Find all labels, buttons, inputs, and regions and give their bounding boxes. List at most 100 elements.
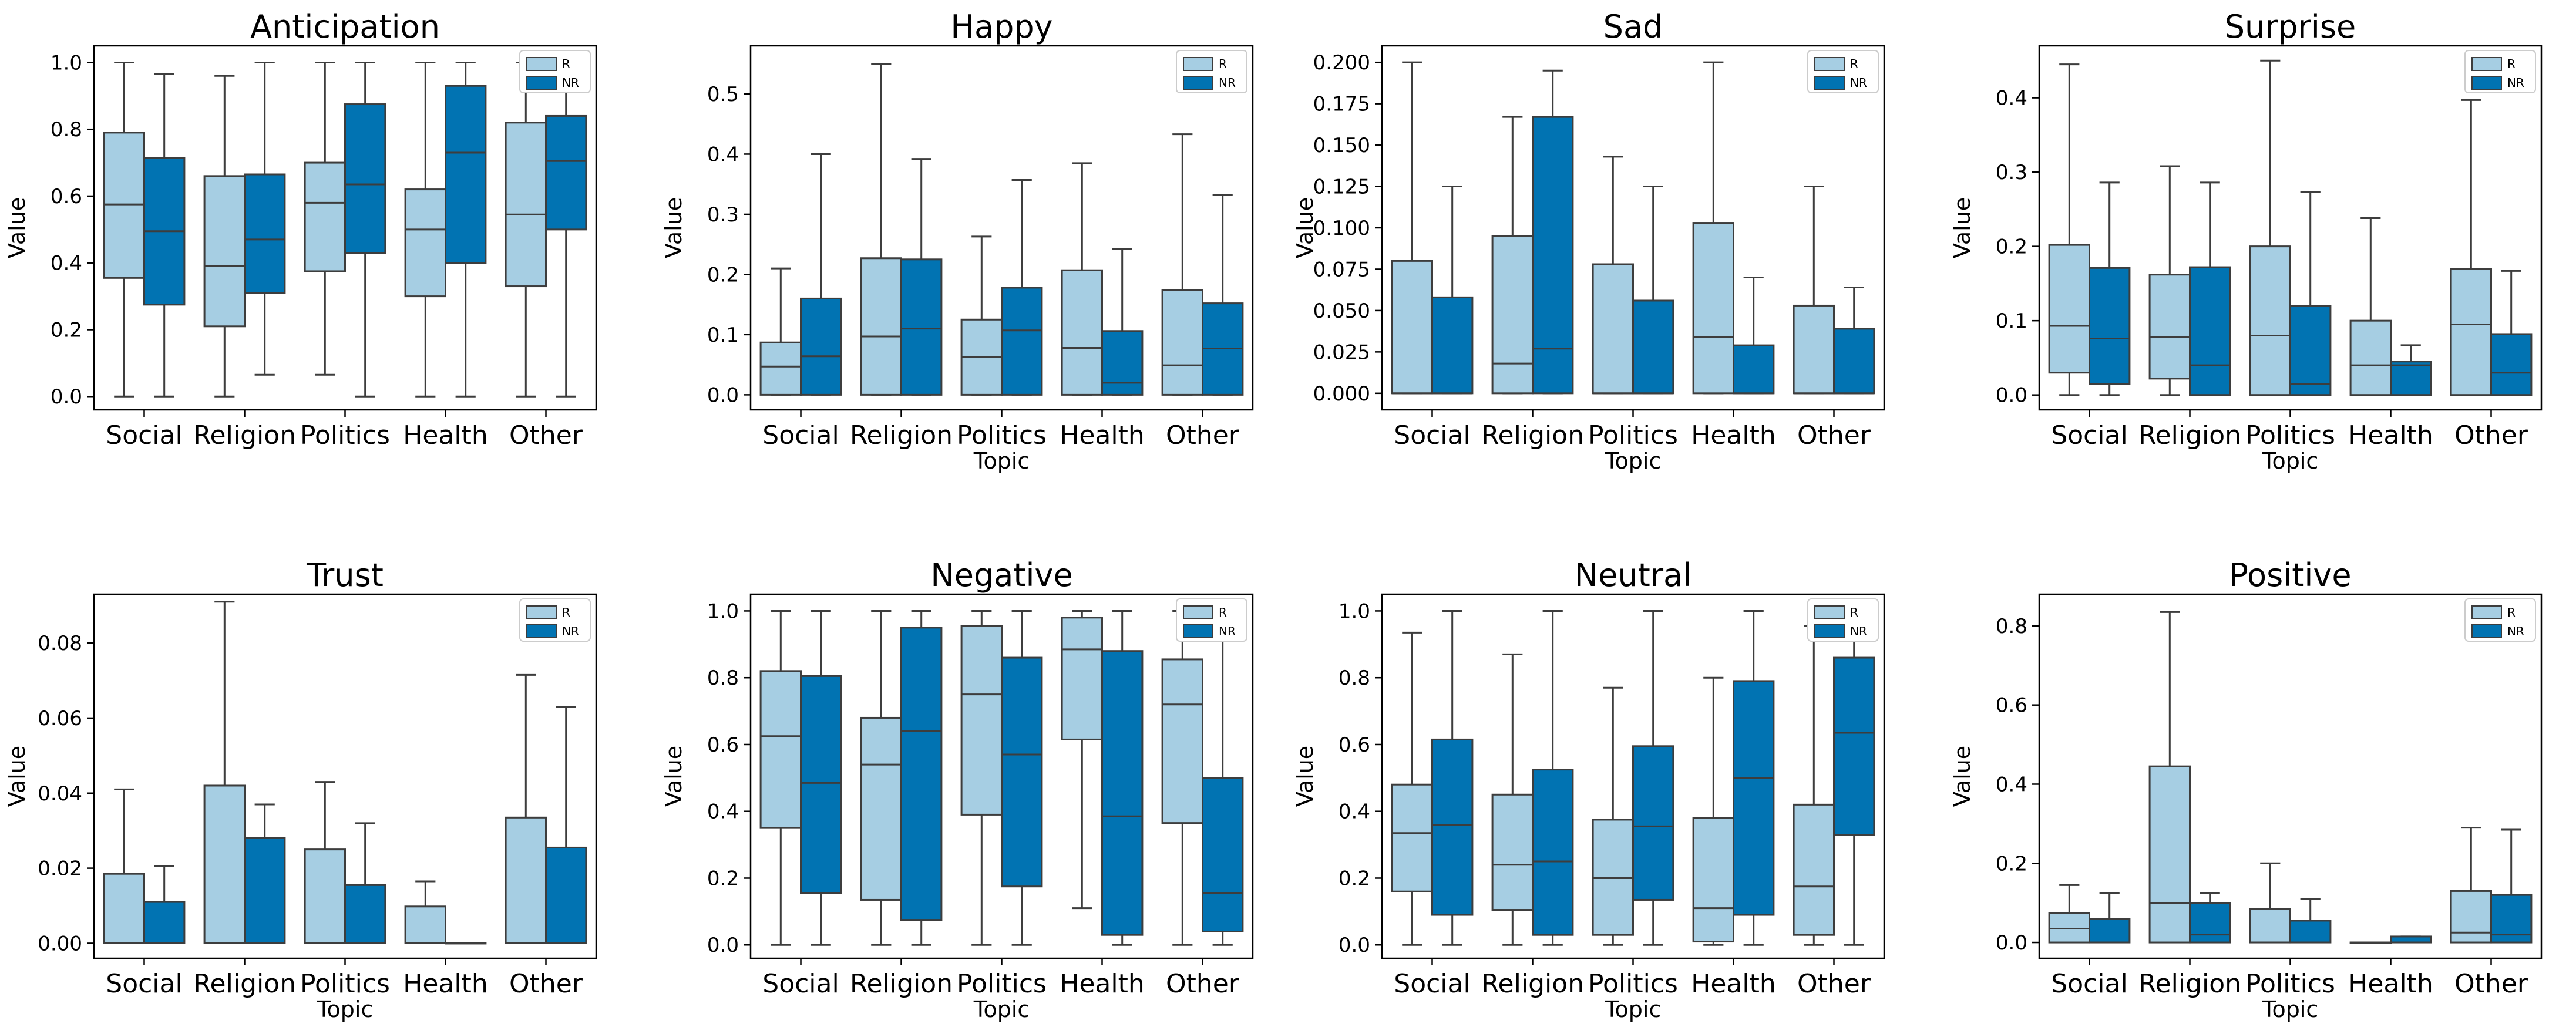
y-axis-label: Value	[4, 197, 30, 258]
box-religion-nr	[1532, 769, 1574, 936]
y-tick-label: 0.175	[1313, 93, 1370, 116]
chart-title: Neutral	[1575, 557, 1691, 594]
box-politics-nr	[1632, 299, 1674, 395]
x-tick-label: Religion	[193, 420, 296, 450]
legend: R NR	[2464, 50, 2536, 93]
box-health-nr	[2390, 935, 2432, 944]
x-tick-label: Health	[2348, 969, 2433, 999]
chart-panel-neutral: Neutral Value 0.0 0.2 0.4 0.6 0.8 1.0 Social Reli…	[1292, 557, 1885, 1022]
legend-label-nr: NR	[2507, 76, 2524, 90]
legend-swatch-r	[526, 605, 557, 619]
legend: R NR	[1807, 598, 1879, 642]
x-tick-label: Health	[1060, 420, 1144, 450]
box-social-r	[1391, 783, 1434, 892]
x-tick-label: Social	[1394, 969, 1470, 999]
x-tick-label: Other	[2454, 969, 2528, 999]
y-tick-label: 0.100	[1313, 217, 1370, 240]
legend: R NR	[1807, 50, 1879, 93]
chart-title: Positive	[2229, 557, 2351, 594]
legend-swatch-nr	[1183, 624, 1213, 638]
box-religion-r	[860, 716, 902, 901]
y-tick-label: 0.4	[1996, 773, 2027, 796]
box-social-nr	[1431, 738, 1474, 916]
box-other-nr	[2490, 333, 2533, 396]
x-tick-label: Politics	[1588, 969, 1678, 999]
legend-label-r: R	[562, 57, 570, 71]
x-tick-label: Politics	[957, 969, 1047, 999]
y-tick-label: 0.2	[1996, 852, 2027, 875]
legend-label-r: R	[1850, 57, 1858, 71]
box-religion-nr	[1532, 116, 1574, 395]
box-politics-nr	[1001, 656, 1043, 888]
y-tick-label: 0.8	[1339, 666, 1370, 690]
box-health-nr	[1101, 650, 1144, 936]
box-health-nr	[1733, 680, 1775, 916]
chart-panel-anticipation: Anticipation Value 0.0 0.2 0.4 0.6 0.8 1.0 Socia…	[4, 8, 597, 450]
chart-panel-happy: Happy Value 0.0 0.1 0.2 0.3 0.4 0.5 Social Religi…	[661, 8, 1254, 474]
x-tick-label: Health	[1691, 969, 1775, 999]
box-religion-nr	[244, 173, 286, 294]
chart-title: Happy	[950, 8, 1052, 45]
y-tick-label: 0.6	[1339, 733, 1370, 757]
box-other-nr	[545, 114, 587, 231]
chart-panel-positive: Positive Value 0.0 0.2 0.4 0.6 0.8 Social Religi…	[1949, 557, 2543, 1022]
x-tick-label: Social	[1394, 420, 1470, 450]
y-tick-label: 0.2	[707, 867, 739, 890]
box-religion-nr	[900, 627, 943, 921]
y-tick-label: 0.4	[707, 143, 739, 166]
y-tick-label: 0.6	[51, 185, 82, 208]
y-tick-label: 0.2	[1339, 867, 1370, 890]
y-tick-label: 0.0	[707, 383, 739, 407]
box-other-r	[1793, 803, 1835, 936]
y-tick-label: 0.5	[707, 83, 739, 106]
chart-panel-trust: Trust Value 0.00 0.02 0.04 0.06 0.08 Social Reli…	[4, 557, 597, 1022]
x-axis-label: Topic	[2262, 996, 2319, 1022]
y-tick-label: 0.8	[1996, 615, 2027, 638]
legend: R NR	[519, 50, 591, 93]
box-other-r	[505, 816, 547, 944]
box-politics-r	[2249, 245, 2292, 396]
box-health-nr	[445, 85, 487, 264]
legend-label-nr: NR	[562, 76, 579, 90]
box-social-nr	[800, 675, 842, 894]
y-tick-label: 1.0	[51, 51, 82, 75]
box-politics-r	[1592, 263, 1635, 395]
x-tick-label: Social	[106, 969, 182, 999]
box-social-r	[2048, 912, 2091, 944]
x-tick-label: Other	[1166, 969, 1240, 999]
y-tick-label: 0.3	[1996, 161, 2027, 184]
y-tick-label: 0.2	[707, 263, 739, 287]
box-health-r	[1061, 617, 1103, 740]
legend-swatch-r	[1183, 605, 1213, 619]
box-politics-nr	[2289, 305, 2332, 396]
x-tick-label: Other	[1797, 420, 1871, 450]
legend-swatch-r	[526, 57, 557, 71]
y-axis-label: Value	[661, 197, 687, 258]
y-tick-label: 0.6	[707, 733, 739, 757]
legend: R NR	[1176, 50, 1247, 93]
box-social-nr	[800, 297, 842, 396]
box-other-r	[2450, 268, 2493, 396]
box-other-nr	[1202, 777, 1244, 932]
x-tick-label: Health	[403, 969, 487, 999]
y-axis-label: Value	[1949, 197, 1975, 258]
legend-swatch-nr	[526, 76, 557, 90]
legend-label-nr: NR	[1219, 76, 1236, 90]
box-health-r	[1692, 222, 1735, 395]
x-tick-label: Politics	[2245, 420, 2335, 450]
box-social-nr	[143, 901, 186, 944]
x-axis-label: Topic	[2262, 448, 2319, 474]
y-axis-label: Value	[1949, 746, 1975, 807]
box-health-r	[404, 188, 446, 298]
x-tick-label: Religion	[193, 969, 296, 999]
box-religion-r	[2148, 765, 2191, 944]
y-axis-label: Value	[4, 746, 30, 807]
box-politics-nr	[2289, 920, 2332, 944]
x-tick-label: Politics	[300, 420, 390, 450]
x-tick-label: Politics	[1588, 420, 1678, 450]
box-politics-nr	[1632, 745, 1674, 901]
box-social-r	[759, 341, 802, 396]
y-axis-label: Value	[1292, 197, 1318, 258]
box-politics-r	[2249, 908, 2292, 944]
